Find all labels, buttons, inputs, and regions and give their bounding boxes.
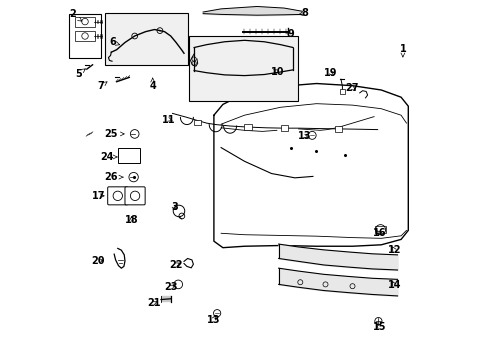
Bar <box>244 124 251 130</box>
FancyBboxPatch shape <box>125 187 145 205</box>
FancyBboxPatch shape <box>118 148 140 163</box>
FancyBboxPatch shape <box>75 31 95 41</box>
FancyBboxPatch shape <box>107 187 127 205</box>
Bar <box>188 36 298 101</box>
Text: 2: 2 <box>69 9 81 21</box>
Text: 24: 24 <box>100 152 117 162</box>
Text: 20: 20 <box>91 256 105 266</box>
Bar <box>280 125 287 131</box>
Text: 21: 21 <box>147 298 160 308</box>
Text: 15: 15 <box>372 322 386 332</box>
Bar <box>334 126 341 132</box>
Bar <box>69 14 101 58</box>
Text: 22: 22 <box>169 260 183 270</box>
Text: 27: 27 <box>345 83 359 93</box>
Text: 7: 7 <box>97 81 107 91</box>
Text: 8: 8 <box>298 8 308 18</box>
Text: 13: 13 <box>297 131 310 141</box>
Text: 23: 23 <box>164 282 178 292</box>
Text: 11: 11 <box>162 114 175 125</box>
Text: 1: 1 <box>399 44 406 57</box>
Text: 17: 17 <box>92 191 105 201</box>
Text: 4: 4 <box>149 78 156 91</box>
Text: 13: 13 <box>206 315 220 325</box>
Text: 12: 12 <box>386 245 400 255</box>
Text: 10: 10 <box>270 67 284 77</box>
Bar <box>339 89 345 94</box>
Text: 25: 25 <box>103 129 124 139</box>
FancyBboxPatch shape <box>374 226 385 233</box>
Bar <box>194 120 201 125</box>
Text: 16: 16 <box>372 228 386 238</box>
Text: 9: 9 <box>285 29 294 39</box>
Text: 3: 3 <box>171 202 177 212</box>
Text: 14: 14 <box>386 280 400 290</box>
Bar <box>104 13 187 65</box>
Text: 6: 6 <box>109 37 120 48</box>
Text: 26: 26 <box>103 172 123 182</box>
Text: 18: 18 <box>124 215 138 225</box>
FancyBboxPatch shape <box>75 17 95 27</box>
Text: 5: 5 <box>75 69 85 79</box>
Text: 19: 19 <box>324 68 337 78</box>
